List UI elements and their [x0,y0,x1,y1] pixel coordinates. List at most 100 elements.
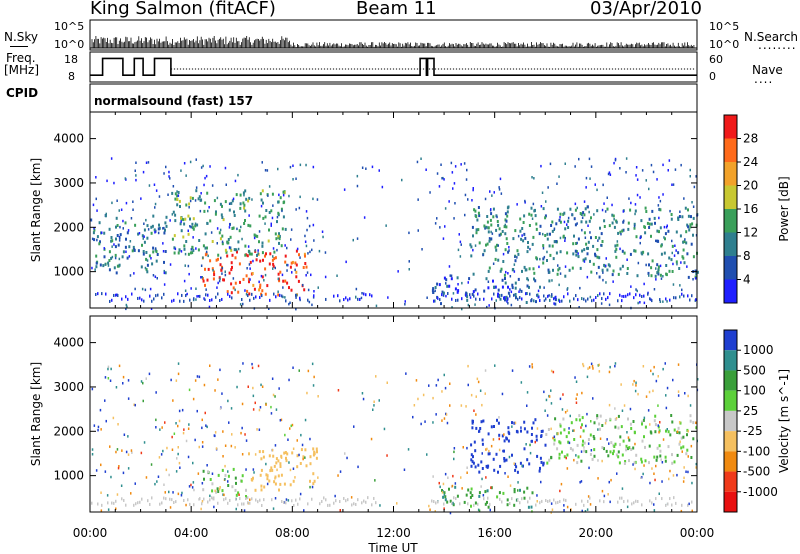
nsearch-tick-lo: 10^0 [709,38,740,51]
noise-cell [292,447,295,450]
y-tick-label: 2000 [53,220,84,234]
echo-cell [284,279,287,283]
noise-cell [130,492,132,495]
noise-cell [531,217,534,220]
echo-cell [206,191,209,195]
noise-cell [668,159,671,162]
echo-cell [555,251,558,255]
echo-cell [470,443,473,447]
noise-cell [220,256,222,260]
echo-cell [549,253,552,257]
echo-cell [177,191,180,194]
noise-cell [180,494,183,497]
noise-cell [177,372,180,376]
noise-cell [634,442,636,446]
noise-cell [177,194,180,197]
noise-cell [643,282,645,286]
noise-cell [436,172,439,175]
y-tick-label: 1000 [53,469,84,483]
echo-cell [512,237,515,241]
noise-cell [665,226,668,229]
near-range-cell [91,501,93,505]
noise-cell [504,472,506,475]
noise-cell [511,425,513,428]
near-range-cell [639,293,641,297]
echo-cell [496,418,498,422]
noise-cell [210,231,213,234]
noise-cell [677,394,680,397]
near-range-cell [451,297,453,301]
noise-cell [498,186,500,189]
echo-cell [627,447,630,451]
noise-cell [465,405,467,408]
noise-cell [100,428,102,431]
noise-cell [563,509,565,512]
noise-cell [365,167,367,170]
echo-cell [478,470,481,474]
near-range-cell [107,501,109,505]
noise-cell [106,179,108,183]
noise-cell [201,441,204,444]
echo-cell [565,435,568,439]
near-range-cell [227,292,229,296]
echo-cell [692,255,695,259]
near-range-cell [469,293,471,297]
noise-cell [170,378,172,382]
echo-cell [686,223,689,227]
echo-cell [472,272,475,276]
noise-cell [548,294,550,297]
near-range-cell [675,296,677,300]
noise-cell [619,247,621,251]
y-tick-label: 1000 [53,265,84,279]
echo-cell [690,215,692,219]
near-range-cell [563,498,565,502]
noise-cell [547,186,549,189]
echo-cell [482,419,485,423]
noise-cell [299,256,301,259]
echo-cell [495,452,498,456]
noise-cell [307,252,309,255]
noise-cell [227,480,229,483]
echo-cell [504,281,507,285]
noise-cell [298,369,300,372]
near-range-cell [121,497,123,501]
noise-cell [501,392,504,396]
noise-cell [559,489,561,493]
near-range-cell [311,497,313,501]
echo-cell [475,215,478,218]
echo-cell [599,226,601,230]
noise-cell [635,174,637,177]
noise-cell [271,216,274,220]
echo-cell [558,266,561,270]
noise-cell [174,247,177,251]
echo-cell [247,199,250,203]
noise-cell [201,418,203,422]
noise-cell [639,196,641,199]
noise-cell [550,427,552,431]
noise-cell [183,279,186,283]
colorbar-tick-label: 8 [743,249,751,263]
echo-cell [658,207,661,211]
noise-cell [550,389,552,392]
noise-cell [306,228,308,232]
echo-cell [192,227,195,231]
noise-cell [543,286,545,289]
noise-cell [533,177,535,180]
echo-cell [178,248,181,252]
noise-cell [275,408,278,411]
echo-cell [475,231,478,235]
echo-cell [283,191,286,195]
noise-cell [600,302,603,305]
noise-cell [606,438,608,441]
echo-cell [231,253,234,257]
echo-cell [670,258,673,262]
noise-cell [484,369,487,372]
noise-cell [188,485,191,488]
noise-cell [288,302,290,306]
noise-cell [254,453,257,456]
y-tick-label: 4000 [53,132,84,146]
noise-cell [196,409,198,413]
noise-cell [586,508,589,511]
noise-cell [518,290,520,293]
near-range-cell [149,502,151,506]
